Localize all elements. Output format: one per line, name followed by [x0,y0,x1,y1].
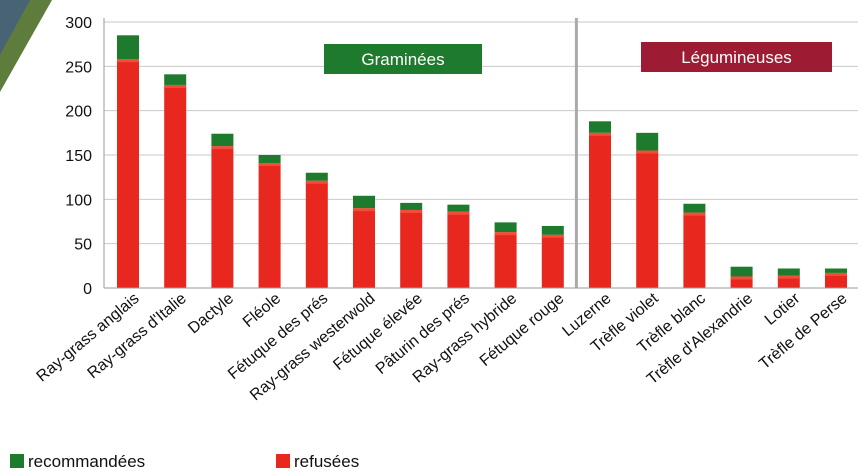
bar-highlight [305,180,328,184]
bar-recommandees [777,268,800,276]
bar-recommandees [541,225,564,235]
group-label: Graminées [361,50,444,69]
bar-highlight [447,211,470,215]
x-tick-label: Lotier [762,290,804,329]
bar-recommandees [825,268,847,273]
bar-recommandees [164,74,187,85]
x-tick-label: Fétuque rouge [477,290,568,370]
bar-recommandees [589,121,611,133]
bar-highlight [400,209,423,213]
bar-highlight [258,162,281,166]
bar-refusees [777,275,800,288]
group-labels: Graminées Légumineuses [324,42,832,74]
bar-refusees [305,180,328,288]
bar-highlight [730,276,753,280]
bar-highlight [353,208,375,212]
legend-refusees-label: refusées [294,452,359,471]
legend-recommandees-label: recommandées [28,452,145,471]
bar-highlight [683,212,706,216]
x-tick-label: Trèfle de Perse [756,290,850,373]
bar-highlight [117,59,139,63]
y-tick-label: 100 [65,192,92,209]
group-label-box [641,42,832,72]
group-label-box [324,44,482,74]
legend-refusees-swatch [276,454,290,468]
bar-refusees [164,84,187,288]
bar-refusees [400,209,423,288]
bar-highlight [777,275,800,279]
bar-refusees [447,211,470,288]
bar-refusees [730,276,753,288]
bar-recommandees [447,204,470,212]
y-tick-label: 0 [83,281,92,298]
bar-recommandees [636,132,659,151]
bar-recommandees [211,133,234,147]
bar-refusees [825,272,847,288]
bar-highlight [541,234,564,238]
bar-highlight [211,146,234,150]
y-tick-label: 300 [65,15,92,32]
bar-refusees [589,132,611,288]
y-tick-label: 150 [65,148,92,165]
legend: recommandées refusées [10,452,359,471]
bar-highlight [636,150,659,154]
bars [117,35,847,288]
bar-recommandees [730,266,753,277]
bar-refusees [258,162,281,288]
bar-refusees [494,232,517,288]
bar-recommandees [400,202,423,210]
x-tick-label: Dactyle [185,290,237,337]
bar-highlight [494,232,517,236]
bar-highlight [164,84,187,88]
bar-recommandees [683,203,706,213]
y-tick-label: 50 [74,237,92,254]
bar-recommandees [117,35,139,60]
bar-refusees [117,59,139,288]
group-label: Légumineuses [681,48,792,67]
y-tick-label: 250 [65,59,92,76]
y-tick-label: 200 [65,104,92,121]
axes: 0 50 100 150 200 250 300 [65,15,858,298]
bar-refusees [353,208,375,288]
legend-recommandees-swatch [10,454,24,468]
bar-refusees [211,146,234,288]
bar-refusees [683,212,706,288]
bar-recommandees [258,155,281,163]
bar-highlight [589,132,611,136]
bar-refusees [541,234,564,288]
bar-refusees [636,150,659,288]
bar-recommandees [494,222,517,233]
bar-recommandees [305,172,328,181]
corner-photo-shade [0,0,30,55]
bar-highlight [825,272,847,276]
bar-recommandees [353,195,375,209]
